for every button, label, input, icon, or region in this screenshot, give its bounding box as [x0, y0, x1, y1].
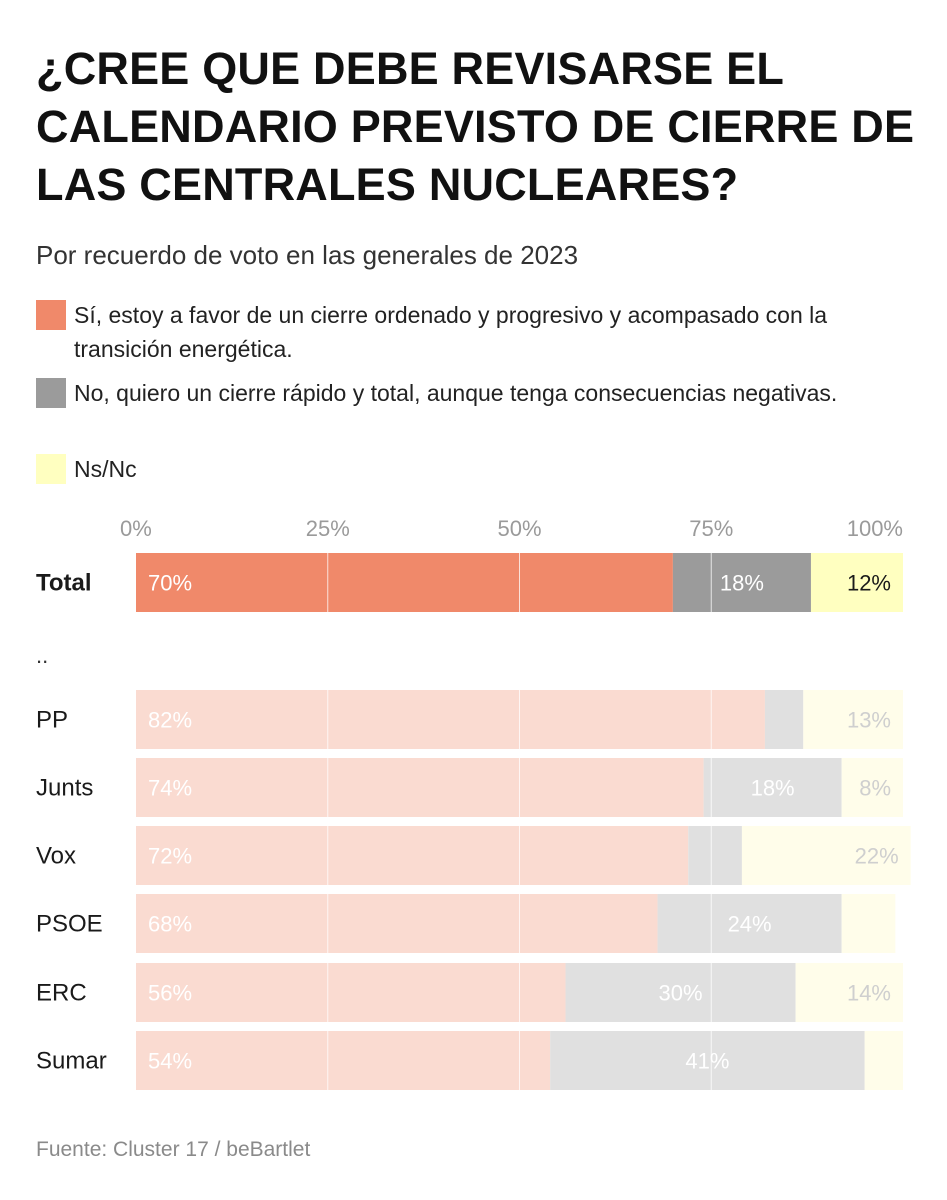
bar-segment: [810, 553, 903, 612]
row-label: ERC: [36, 980, 87, 1007]
chart-subtitle: Por recuerdo de voto en las generales de…: [36, 240, 579, 270]
legend-swatch-si: [36, 300, 66, 330]
x-tick-label: 0%: [120, 516, 152, 541]
data-label: 30%: [659, 981, 703, 1006]
chart-title-line: LAS CENTRALES NUCLEARES?: [36, 159, 739, 210]
row-separator-label: ..: [36, 643, 48, 668]
bar-segment: [841, 894, 896, 953]
data-label: 18%: [720, 571, 764, 596]
bar-segment: [136, 1031, 551, 1090]
data-label: 74%: [148, 776, 192, 801]
data-label: 54%: [148, 1049, 192, 1074]
data-label: 22%: [855, 844, 899, 869]
x-tick-label: 75%: [689, 516, 733, 541]
legend-swatch-no: [36, 378, 66, 408]
row-label: PP: [36, 707, 68, 734]
legend-label-nsnc: Ns/Nc: [74, 456, 137, 482]
row-label: PSOE: [36, 911, 103, 938]
chart-title-line: ¿CREE QUE DEBE REVISARSE EL: [36, 43, 785, 94]
data-label: 68%: [148, 912, 192, 937]
bar-segment: [136, 553, 673, 612]
bar-segment: [136, 894, 658, 953]
chart-title-line: CALENDARIO PREVISTO DE CIERRE DE: [36, 101, 915, 152]
bar-segment: [672, 553, 811, 612]
bar-segment: [688, 826, 742, 885]
data-label: 70%: [148, 571, 192, 596]
bar-segment: [795, 963, 903, 1022]
row-label: Sumar: [36, 1048, 107, 1075]
bar-segment: [136, 826, 689, 885]
data-label: 82%: [148, 708, 192, 733]
legend-label-si: Sí, estoy a favor de un cierre ordenado …: [74, 302, 828, 362]
bar-segment: [136, 758, 704, 817]
legend-label-no: No, quiero un cierre rápido y total, aun…: [74, 380, 838, 406]
source-note: Fuente: Cluster 17 / beBartlet: [36, 1138, 311, 1161]
data-label: 24%: [728, 912, 772, 937]
data-label: 14%: [847, 981, 891, 1006]
bar-segment: [741, 826, 911, 885]
bar-segment: [657, 894, 842, 953]
bar-segment: [136, 690, 765, 749]
row-label: Vox: [36, 843, 76, 870]
data-label: 72%: [148, 844, 192, 869]
bar-segment: [565, 963, 796, 1022]
legend-swatch-nsnc: [36, 454, 66, 484]
data-label: 56%: [148, 981, 192, 1006]
bar-segment: [550, 1031, 865, 1090]
data-label: 13%: [847, 708, 891, 733]
bar-segment: [841, 758, 903, 817]
data-label: 12%: [847, 571, 891, 596]
x-tick-label: 25%: [306, 516, 350, 541]
row-label: Junts: [36, 775, 93, 802]
bar-segment: [703, 758, 842, 817]
bar-segment: [764, 690, 804, 749]
stacked-bar-chart: 0% 25% 50% 75% 100%.. Total PP Junts Vox PSOE ERC S…: [36, 516, 911, 1090]
bar-segment: [136, 963, 566, 1022]
data-label: 8%: [859, 776, 891, 801]
row-label: Total: [36, 570, 92, 597]
data-label: 18%: [751, 776, 795, 801]
data-label: 41%: [685, 1049, 729, 1074]
bar-segment: [803, 690, 903, 749]
x-tick-label: 50%: [497, 516, 541, 541]
bar-segment: [864, 1031, 903, 1090]
chart-title: ¿CREE QUE DEBE REVISARSE EL CALENDARIO P…: [36, 40, 916, 214]
x-tick-label: 100%: [847, 516, 903, 541]
